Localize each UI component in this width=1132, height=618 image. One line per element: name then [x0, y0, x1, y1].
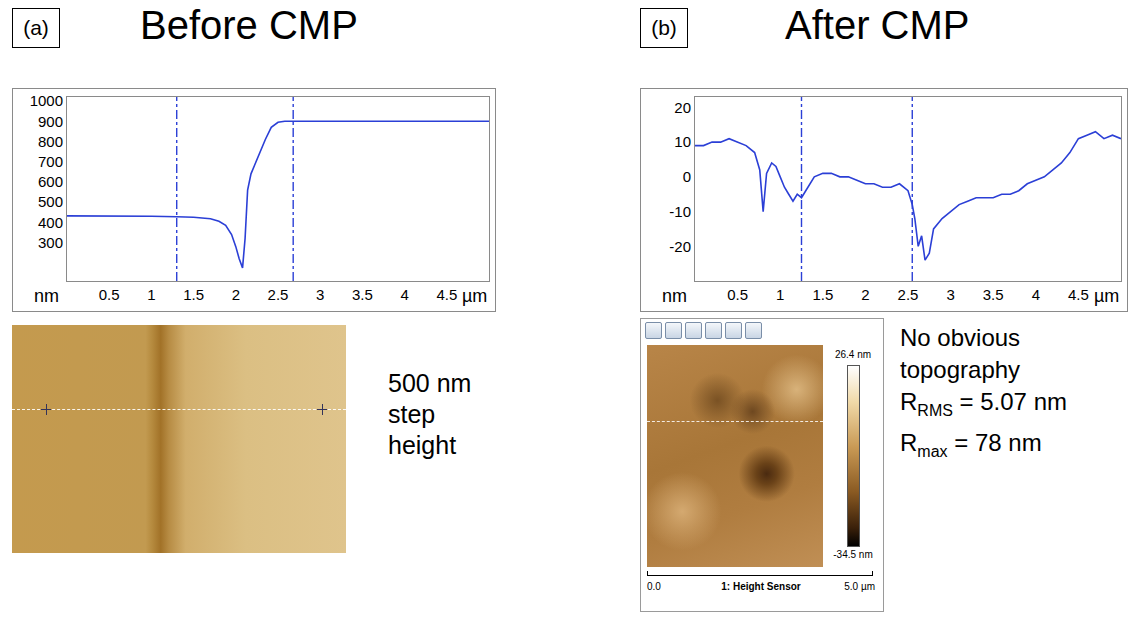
svg-text:3.5: 3.5 — [983, 286, 1004, 303]
html-text:5.0 µm: 5.0 µm — [844, 581, 875, 592]
svg-text:0.5: 0.5 — [99, 286, 120, 303]
html-text:-34.5 nm: -34.5 nm — [833, 549, 873, 560]
html-text:(b): (b) — [651, 16, 677, 39]
svg-text:500: 500 — [38, 193, 63, 210]
html-text:1: Height Sensor: 1: Height Sensor — [721, 581, 801, 592]
svg-text:900: 900 — [38, 113, 63, 130]
svg-text:4: 4 — [1032, 286, 1040, 303]
svg-text:1: 1 — [147, 286, 155, 303]
svg-text:3.5: 3.5 — [352, 286, 373, 303]
svg-text:3: 3 — [316, 286, 324, 303]
svg-text:0: 0 — [683, 168, 691, 185]
svg-text:3: 3 — [946, 286, 954, 303]
html-text:No obvious topography: No obvious topography — [900, 324, 1021, 383]
svg-text:4.5: 4.5 — [436, 286, 457, 303]
svg-text:1000: 1000 — [30, 92, 63, 109]
svg-text:1.5: 1.5 — [183, 286, 204, 303]
svg-text:2: 2 — [861, 286, 869, 303]
svg-text:800: 800 — [38, 133, 63, 150]
html-text:26.4 nm: 26.4 nm — [834, 349, 872, 360]
svg-text:µm: µm — [1094, 286, 1119, 306]
svg-text:2.5: 2.5 — [268, 286, 289, 303]
svg-text:µm: µm — [462, 286, 487, 306]
svg-text:10: 10 — [674, 133, 691, 150]
html-text:Before CMP: Before CMP — [140, 3, 358, 47]
html-text:0.0: 0.0 — [647, 581, 661, 592]
svg-text:600: 600 — [38, 173, 63, 190]
svg-text:400: 400 — [38, 214, 63, 231]
svg-text:-20: -20 — [669, 238, 691, 255]
svg-text:2: 2 — [232, 286, 240, 303]
svg-text:1.5: 1.5 — [812, 286, 833, 303]
svg-text:nm: nm — [662, 286, 687, 306]
svg-text:300: 300 — [38, 234, 63, 251]
svg-text:0.5: 0.5 — [727, 286, 748, 303]
svg-text:20: 20 — [674, 99, 691, 116]
svg-text:4.5: 4.5 — [1068, 286, 1089, 303]
html-text:RRMS= 5.07 nm: RRMS= 5.07 nm — [900, 388, 1067, 419]
svg-text:4: 4 — [400, 286, 408, 303]
html-text:500 nm step height: 500 nm step height — [388, 369, 472, 459]
html-text:After CMP: After CMP — [785, 3, 970, 47]
svg-text:2.5: 2.5 — [898, 286, 919, 303]
html-text:Rmax= 78 nm: Rmax= 78 nm — [900, 428, 1042, 460]
svg-text:1: 1 — [776, 286, 784, 303]
svg-text:700: 700 — [38, 153, 63, 170]
html-text:(a): (a) — [23, 16, 49, 39]
svg-text:-10: -10 — [669, 203, 691, 220]
svg-text:nm: nm — [34, 286, 59, 306]
